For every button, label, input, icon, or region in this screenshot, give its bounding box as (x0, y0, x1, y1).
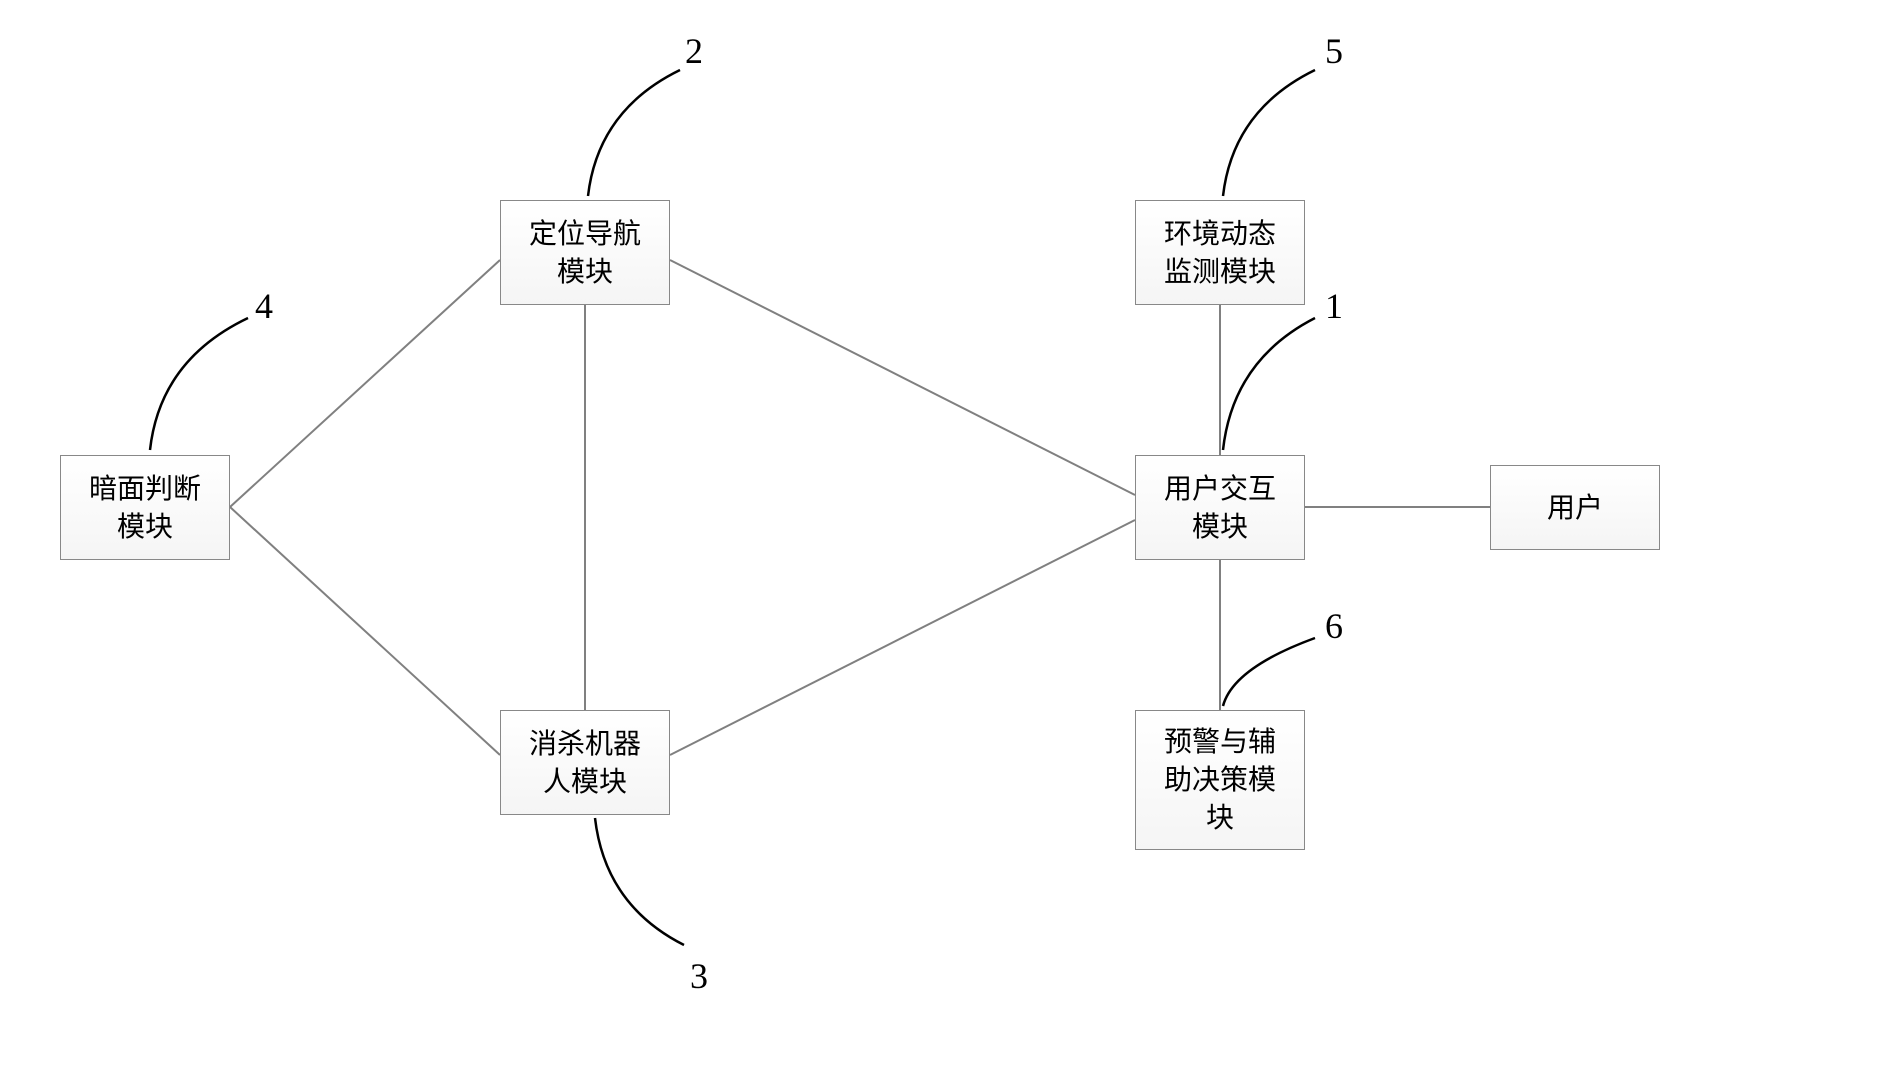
node-user: 用户 (1490, 465, 1660, 550)
callout-number-4: 4 (255, 285, 273, 327)
node-label: 消杀机器人模块 (529, 725, 641, 801)
diagram-container: 暗面判断模块 定位导航模块 消杀机器人模块 环境动态监测模块 用户交互模块 预警… (0, 0, 1904, 1090)
callout-curve (1223, 318, 1315, 450)
node-label: 预警与辅助决策模块 (1164, 723, 1276, 836)
edge (670, 520, 1135, 755)
edge (670, 260, 1135, 495)
edge (230, 507, 500, 755)
callout-number-6: 6 (1325, 605, 1343, 647)
node-label: 环境动态监测模块 (1164, 215, 1276, 291)
callout-number-1: 1 (1325, 285, 1343, 327)
node-label: 用户交互模块 (1164, 470, 1276, 546)
callout-number-5: 5 (1325, 30, 1343, 72)
callout-curve (1223, 70, 1315, 196)
node-user-interaction: 用户交互模块 (1135, 455, 1305, 560)
callout-curve (1223, 638, 1315, 706)
node-label: 定位导航模块 (529, 215, 641, 291)
node-positioning-navigation: 定位导航模块 (500, 200, 670, 305)
node-environment-monitoring: 环境动态监测模块 (1135, 200, 1305, 305)
callout-curve (588, 70, 680, 196)
node-warning-decision: 预警与辅助决策模块 (1135, 710, 1305, 850)
callout-curve (595, 818, 684, 945)
callout-number-3: 3 (690, 955, 708, 997)
node-dark-side-judgment: 暗面判断模块 (60, 455, 230, 560)
node-label: 用户 (1547, 489, 1603, 527)
node-disinfection-robot: 消杀机器人模块 (500, 710, 670, 815)
callout-number-2: 2 (685, 30, 703, 72)
node-label: 暗面判断模块 (89, 470, 201, 546)
callout-curve (150, 318, 248, 450)
